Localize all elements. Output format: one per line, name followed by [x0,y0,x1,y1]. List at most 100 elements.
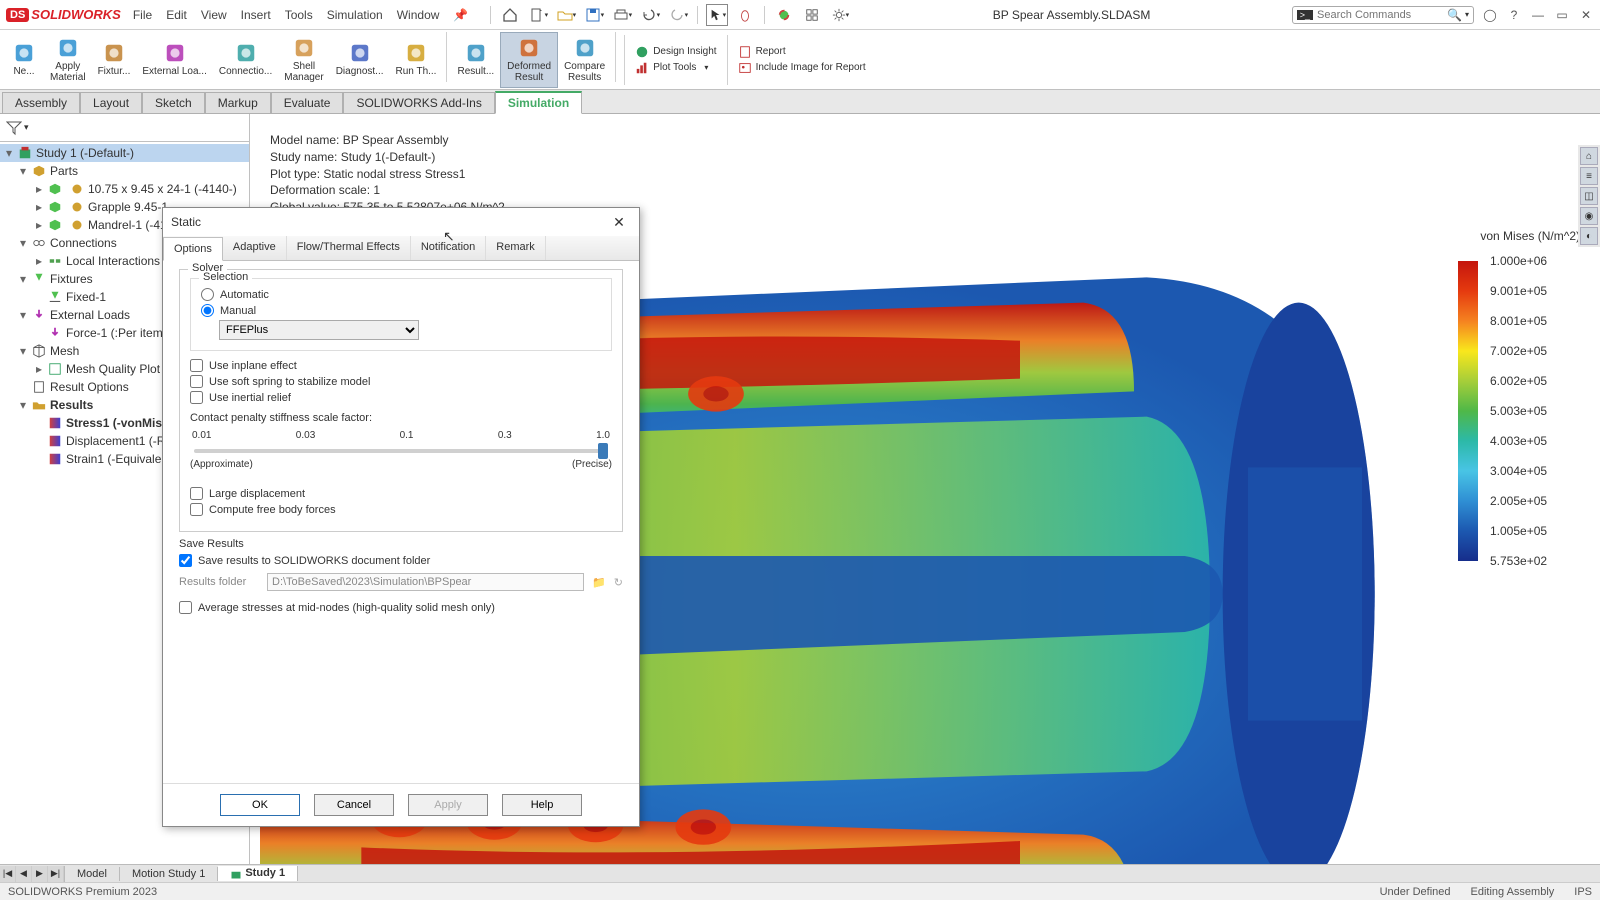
btab-motion[interactable]: Motion Study 1 [120,867,218,881]
qat-undo-icon[interactable]: ▾ [639,4,661,26]
legend-value: 1.005e+05 [1490,524,1580,538]
nav-last-icon[interactable]: ▶| [48,866,64,882]
ribbon-shell-manager-button[interactable]: ShellManager [278,32,329,88]
ribbon-external-loa--button[interactable]: External Loa... [136,32,212,88]
rb-appear-icon[interactable]: ◉ [1580,207,1598,225]
folder-path-input[interactable] [267,573,584,591]
tab-markup[interactable]: Markup [205,92,271,113]
tree-part-item[interactable]: ▸10.75 x 9.45 x 24-1 (-4140-) [0,180,249,198]
tree-study-root[interactable]: ▾Study 1 (-Default-) [0,144,249,162]
close-icon[interactable]: ✕ [1578,7,1594,23]
search-commands[interactable]: >_ 🔍 ▾ [1292,6,1474,24]
penalty-slider[interactable]: 0.01 0.03 0.1 0.3 1.0 (Approximate) (Pre… [190,430,612,470]
ribbon-diagnost--button[interactable]: Diagnost... [330,32,390,88]
menu-pin-icon[interactable]: 📌 [453,8,468,22]
solver-select[interactable]: FFEPlus [219,320,419,340]
cancel-button[interactable]: Cancel [314,794,394,816]
menu-window[interactable]: Window [397,8,440,22]
help-icon[interactable]: ? [1506,7,1522,23]
apply-button[interactable]: Apply [408,794,488,816]
filter-icon[interactable] [6,120,22,136]
qat-save-icon[interactable]: ▾ [583,4,605,26]
inertial-checkbox[interactable]: Use inertial relief [190,391,612,404]
softspring-checkbox[interactable]: Use soft spring to stabilize model [190,375,612,388]
tab-layout[interactable]: Layout [80,92,142,113]
design-insight-button[interactable]: Design Insight [635,45,716,59]
slider-thumb[interactable] [598,443,608,459]
nav-first-icon[interactable]: |◀ [0,866,16,882]
browse-folder-icon[interactable]: 📁 [592,576,606,589]
dialog-close-icon[interactable]: ✕ [607,210,631,234]
search-input[interactable] [1317,9,1447,21]
search-icon[interactable]: 🔍 [1447,8,1462,22]
tab-assembly[interactable]: Assembly [2,92,80,113]
solver-manual-radio[interactable]: Manual [201,304,601,317]
rb-home-icon[interactable]: ⌂ [1580,147,1598,165]
solver-auto-radio[interactable]: Automatic [201,288,601,301]
menu-tools[interactable]: Tools [285,8,313,22]
btab-model[interactable]: Model [65,867,120,881]
help-button[interactable]: Help [502,794,582,816]
qat-select-icon[interactable]: ▾ [706,4,728,26]
tab-addins[interactable]: SOLIDWORKS Add-Ins [343,92,494,113]
menu-view[interactable]: View [201,8,227,22]
qat-new-icon[interactable]: ▾ [527,4,549,26]
dlg-tab-options[interactable]: Options [163,237,223,261]
tab-simulation[interactable]: Simulation [495,91,582,114]
dlg-tab-adaptive[interactable]: Adaptive [223,236,287,260]
ribbon-fixtur--button[interactable]: Fixtur... [92,32,137,88]
report-button[interactable]: Report [738,45,866,59]
nav-next-icon[interactable]: ▶ [32,866,48,882]
inplane-checkbox[interactable]: Use inplane effect [190,359,612,372]
freebody-checkbox[interactable]: Compute free body forces [190,503,612,516]
rb-prop-icon[interactable]: ◫ [1580,187,1598,205]
largedisp-checkbox[interactable]: Large displacement [190,487,612,500]
qat-settings-icon[interactable]: ▾ [829,4,851,26]
menu-file[interactable]: File [133,8,152,22]
ribbon-apply-material-button[interactable]: ApplyMaterial [44,32,92,88]
legend-swatch [1458,351,1478,381]
tab-evaluate[interactable]: Evaluate [271,92,344,113]
plot-tools-button[interactable]: Plot Tools▾ [635,61,716,75]
nav-prev-icon[interactable]: ◀ [16,866,32,882]
qat-mouse-icon[interactable] [734,4,756,26]
menu-edit[interactable]: Edit [166,8,187,22]
qat-redo-icon[interactable]: ▾ [667,4,689,26]
menu-simulation[interactable]: Simulation [327,8,383,22]
tab-sketch[interactable]: Sketch [142,92,205,113]
ribbon-run-th--button[interactable]: Run Th... [390,32,443,88]
qat-options-icon[interactable] [801,4,823,26]
dialog-titlebar[interactable]: Static ↖ ✕ [163,208,639,236]
avg-stress-checkbox[interactable]: Average stresses at mid-nodes (high-qual… [179,601,623,614]
qat-open-icon[interactable]: ▾ [555,4,577,26]
user-icon[interactable]: ◯ [1482,7,1498,23]
ribbon-report-column: Report Include Image for Report [732,45,872,75]
dlg-tab-notification[interactable]: Notification [411,236,486,260]
btab-study[interactable]: Study 1 [218,866,298,880]
qat-home-icon[interactable] [499,4,521,26]
ok-button[interactable]: OK [220,794,300,816]
dialog-body: Solver Selection Automatic Manual FFEPlu… [163,261,639,783]
rb-lib-icon[interactable]: ≡ [1580,167,1598,185]
qat-print-icon[interactable]: ▾ [611,4,633,26]
ribbon-deformed-result-button[interactable]: DeformedResult [500,32,558,88]
include-image-button[interactable]: Include Image for Report [738,61,866,75]
chevron-down-icon[interactable]: ▾ [1465,10,1469,19]
ribbon-result--button[interactable]: Result... [451,32,500,88]
ribbon-compare-results-button[interactable]: CompareResults [558,32,611,88]
rb-custom-icon[interactable]: ◐ [1580,227,1598,245]
save-results-checkbox[interactable]: Save results to SOLIDWORKS document fold… [179,554,623,567]
dlg-tab-flow[interactable]: Flow/Thermal Effects [287,236,411,260]
minimize-icon[interactable]: — [1530,7,1546,23]
tree-parts[interactable]: ▾Parts [0,162,249,180]
ribbon-connectio--button[interactable]: Connectio... [213,32,278,88]
menu-insert[interactable]: Insert [241,8,271,22]
reset-folder-icon[interactable]: ↻ [614,576,623,589]
ribbon-ne--button[interactable]: Ne... [4,32,44,88]
bottom-tab-bar: |◀ ◀ ▶ ▶| Model Motion Study 1 Study 1 [0,864,1600,882]
dlg-tab-remark[interactable]: Remark [486,236,546,260]
titlebar-right: >_ 🔍 ▾ ◯ ? — ▭ ✕ [1292,6,1594,24]
ribbon-sep [727,35,728,85]
qat-rebuild-icon[interactable] [773,4,795,26]
restore-icon[interactable]: ▭ [1554,7,1570,23]
